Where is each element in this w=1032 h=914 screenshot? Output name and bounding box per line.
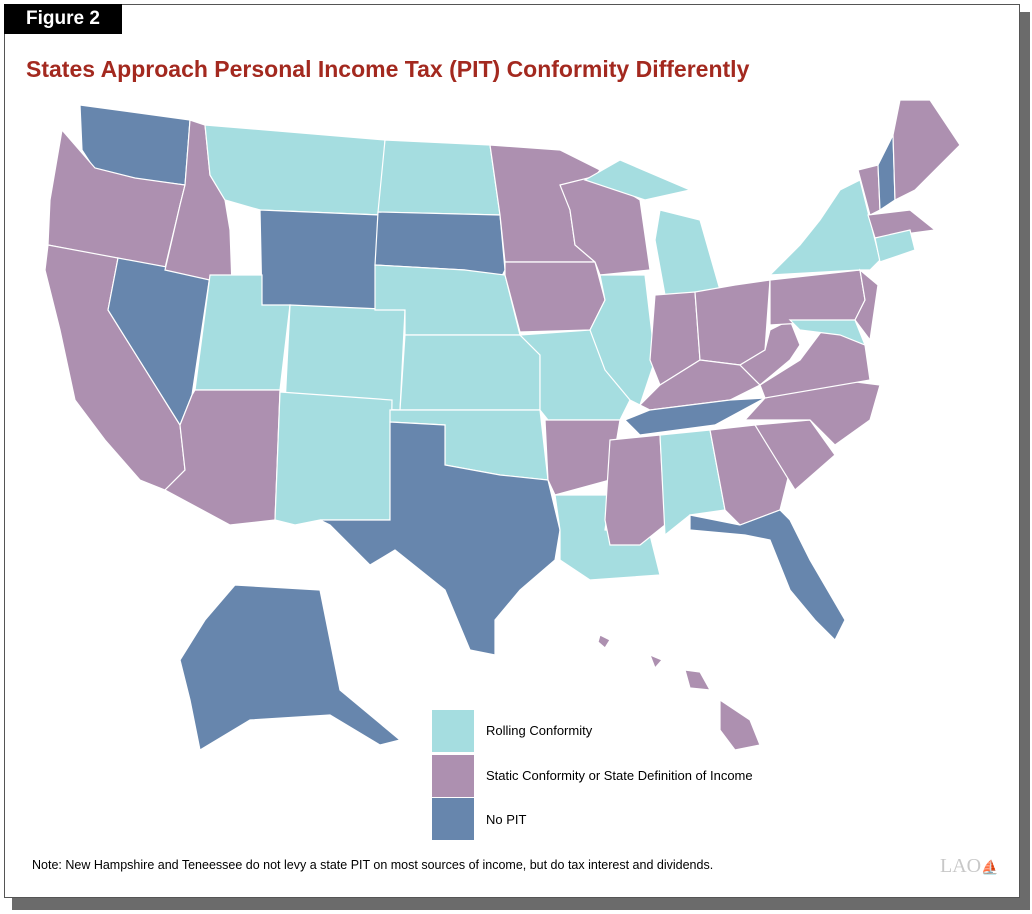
state-shape — [854, 268, 879, 342]
state-shape — [689, 509, 846, 642]
state-ar — [544, 419, 621, 496]
legend-label-static: Static Conformity or State Definition of… — [486, 768, 753, 783]
state-shape — [583, 159, 692, 201]
state-nh — [877, 134, 896, 212]
state-shape — [659, 429, 726, 537]
state-shape — [377, 139, 501, 216]
state-shape — [877, 134, 896, 212]
state-me — [892, 99, 961, 201]
state-shape — [399, 334, 541, 411]
state-shape — [504, 261, 606, 333]
state-ak — [179, 584, 402, 751]
state-hi — [597, 634, 761, 751]
legend-swatch-rolling — [432, 710, 474, 752]
state-ks — [399, 334, 541, 411]
state-shape — [589, 274, 656, 406]
state-shape — [604, 434, 666, 546]
legend-swatch-static — [432, 755, 474, 797]
state-shape — [874, 229, 916, 263]
state-shape — [719, 698, 761, 751]
state-shape — [654, 209, 721, 296]
state-il — [589, 274, 656, 406]
state-shape — [204, 124, 386, 216]
state-shape — [179, 584, 402, 751]
legend-label-none: No PIT — [486, 812, 527, 827]
figure-title: States Approach Personal Income Tax (PIT… — [26, 56, 750, 82]
state-al — [659, 429, 726, 537]
figure-label: Figure 2 — [4, 4, 122, 34]
state-shape — [768, 179, 881, 276]
state-shape — [648, 653, 664, 670]
legend-label-rolling: Rolling Conformity — [486, 723, 593, 738]
state-shape — [319, 421, 561, 656]
state-shape — [788, 319, 867, 347]
state-ct — [874, 229, 916, 263]
state-shape — [597, 634, 611, 649]
state-oh — [694, 279, 771, 366]
state-shape — [769, 269, 866, 326]
state-shape — [274, 391, 393, 526]
state-wv — [739, 319, 801, 386]
state-mt — [204, 124, 386, 216]
state-shape — [867, 209, 937, 239]
state-shape — [259, 209, 381, 311]
state-shape — [684, 669, 712, 691]
state-shape — [694, 279, 771, 366]
state-shape — [753, 419, 836, 491]
state-nj — [854, 268, 879, 342]
state-mi — [583, 159, 721, 296]
state-fl — [689, 509, 846, 642]
legend-swatch-none — [432, 798, 474, 840]
state-ms — [604, 434, 666, 546]
state-nm — [274, 391, 393, 526]
state-shape — [892, 99, 961, 201]
state-nd — [377, 139, 501, 216]
state-shape — [739, 319, 801, 386]
lao-logo: LAO⛵ — [940, 855, 999, 877]
footnote: Note: New Hampshire and Teneessee do not… — [32, 858, 714, 872]
state-tx — [319, 421, 561, 656]
state-ma — [867, 209, 937, 239]
state-sc — [753, 419, 836, 491]
state-ia — [504, 261, 606, 333]
state-pa — [769, 269, 866, 326]
state-shape — [544, 419, 621, 496]
state-md — [788, 319, 867, 347]
state-wy — [259, 209, 381, 311]
state-ny — [768, 179, 881, 276]
